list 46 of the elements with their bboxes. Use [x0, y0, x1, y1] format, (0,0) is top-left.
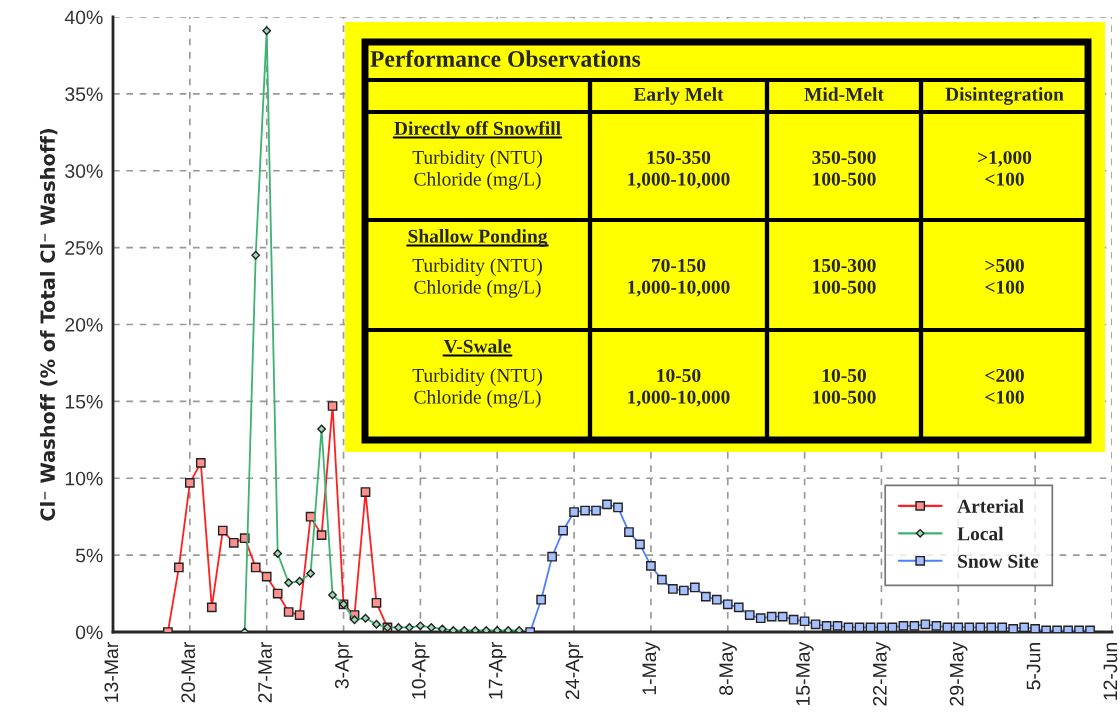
legend-label: Local [957, 526, 1004, 541]
x-tick-label: 15-May [796, 641, 814, 706]
legend-label: Snow Site [958, 554, 1039, 568]
y-tick-label: 20% [65, 317, 103, 332]
annotation: 10-50 100-500 [813, 368, 876, 404]
legend-label: Arterial [957, 499, 1024, 513]
y-tick-label: 25% [65, 241, 103, 255]
x-tick-label: 24-Apr [565, 642, 584, 700]
annotation: Turbidity (NTU) Chloride (mg/L) [412, 368, 542, 408]
y-tick-label: 30% [65, 164, 103, 178]
x-tick-label: 1-May [642, 641, 660, 695]
y-tick-label: 35% [65, 87, 103, 102]
y-tick-label: 0% [75, 625, 103, 640]
y-tick-label: 15% [65, 394, 103, 409]
x-tick-label: 27-Mar [258, 642, 272, 703]
annotation: Early Melt [633, 87, 724, 105]
x-tick-label: 12-Jun [1103, 642, 1118, 700]
annotation: Shallow Ponding [408, 229, 548, 247]
annotation: 150-300 100-500 [813, 258, 876, 294]
x-tick-label: 13-Mar [104, 642, 119, 702]
x-tick-label: 3-Apr [334, 642, 353, 689]
annotation: Disintegration [945, 87, 1064, 105]
annotation: Turbidity (NTU) Chloride (mg/L) [412, 258, 542, 298]
y-tick-label: 10% [65, 471, 103, 486]
annotation: 70-150 1,000-10,000 [628, 258, 730, 297]
annotation: Directly off Snowfill [394, 121, 561, 139]
y-tick-label: 40% [64, 10, 103, 25]
annotation: <200 <100 [985, 368, 1024, 404]
x-tick-label: 17-Apr [488, 642, 507, 699]
annotation: Mid-Melt [804, 87, 884, 101]
annotation: >1,000 <100 [978, 150, 1032, 186]
x-tick-label: 8-May [719, 641, 737, 695]
y-tick-label: 5% [75, 548, 103, 563]
annotation: Performance Observations [370, 50, 641, 67]
annotation: Turbidity (NTU) Chloride (mg/L) [412, 150, 542, 190]
x-tick-label: 22-May [872, 641, 891, 706]
annotation: 350-500 100-500 [812, 150, 876, 186]
x-tick-label: 5-Jun [1026, 642, 1041, 690]
x-tick-label: 20-Mar [181, 642, 196, 703]
annotation: 10-50 1,000-10,000 [628, 368, 730, 407]
annotation: V-Swale [443, 339, 511, 353]
annotation: >500 <100 [985, 258, 1024, 294]
x-tick-label: 29-May [949, 641, 968, 706]
y-axis-title: Cl⁻ Washoff (% of Total Cl⁻ Washoff) [39, 129, 58, 521]
x-tick-label: 10-Apr [411, 642, 430, 699]
annotation: 150-350 1,000-10,000 [628, 150, 730, 189]
